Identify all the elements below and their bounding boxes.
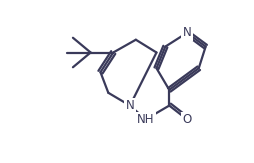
Text: N: N — [125, 99, 134, 112]
Text: O: O — [182, 113, 192, 126]
Text: N: N — [183, 26, 191, 39]
Text: NH: NH — [137, 113, 154, 126]
